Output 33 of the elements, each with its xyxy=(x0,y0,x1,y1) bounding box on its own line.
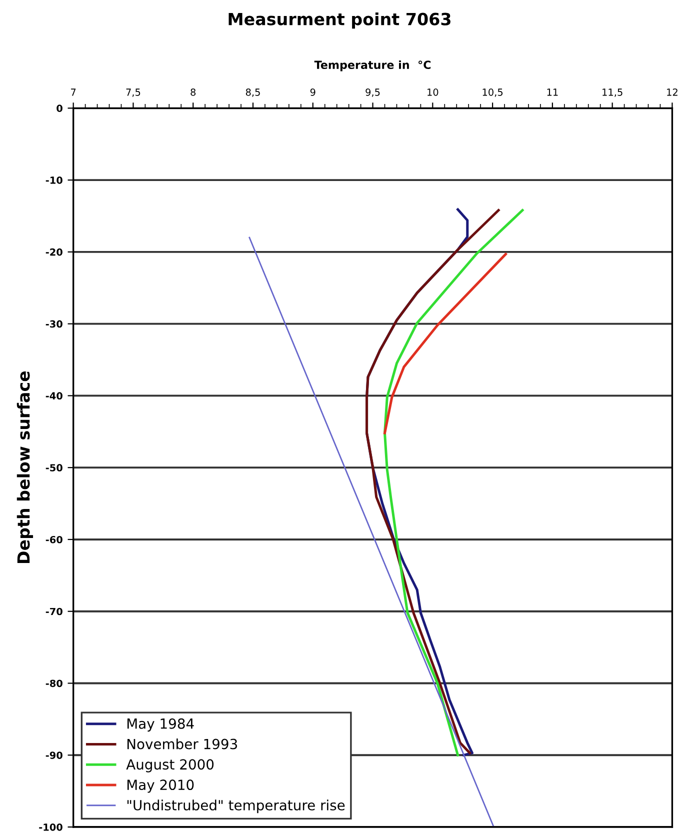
x-tick-label: 11 xyxy=(547,88,558,96)
x-tick-label: 11,5 xyxy=(602,88,622,97)
legend-label: August 2000 xyxy=(126,759,214,772)
x-tick-label: 10 xyxy=(428,88,438,96)
x-axis-title: Temperature in °C xyxy=(314,60,431,72)
y-tick-label: -40 xyxy=(46,392,62,400)
line-series xyxy=(384,208,524,756)
y-tick-label: 0 xyxy=(56,104,62,112)
y-tick-label: -10 xyxy=(46,176,62,184)
y-tick-label: -30 xyxy=(46,320,62,328)
line-series xyxy=(366,208,500,754)
chart-title: Measurment point 7063 xyxy=(228,12,450,29)
y-tick-label: -50 xyxy=(46,464,62,472)
y-tick-label: -90 xyxy=(46,752,62,759)
x-tick-label: 9,5 xyxy=(366,88,380,97)
y-tick-label: -80 xyxy=(46,680,62,688)
legend-label: May 2010 xyxy=(127,780,194,793)
x-tick-label: 10,5 xyxy=(482,88,503,97)
x-tick-label: 7,5 xyxy=(126,88,140,97)
x-tick-label: 7 xyxy=(71,88,76,96)
y-axis-title: Depth below surface xyxy=(16,371,34,564)
y-tick-label: -70 xyxy=(46,608,62,616)
y-tick-label: -20 xyxy=(46,248,62,256)
legend-label: November 1993 xyxy=(127,738,238,750)
x-tick-label: 9 xyxy=(310,88,316,96)
x-tick-label: 12 xyxy=(667,88,678,96)
line-series xyxy=(384,252,507,434)
x-tick-label: 8,5 xyxy=(246,88,260,97)
y-tick-label: -60 xyxy=(46,536,62,544)
legend-label: "Undistrubed" temperature rise xyxy=(127,800,345,814)
x-tick-label: 8 xyxy=(190,88,196,96)
legend-label: May 1984 xyxy=(127,718,194,732)
y-tick-label: -100 xyxy=(39,823,62,831)
